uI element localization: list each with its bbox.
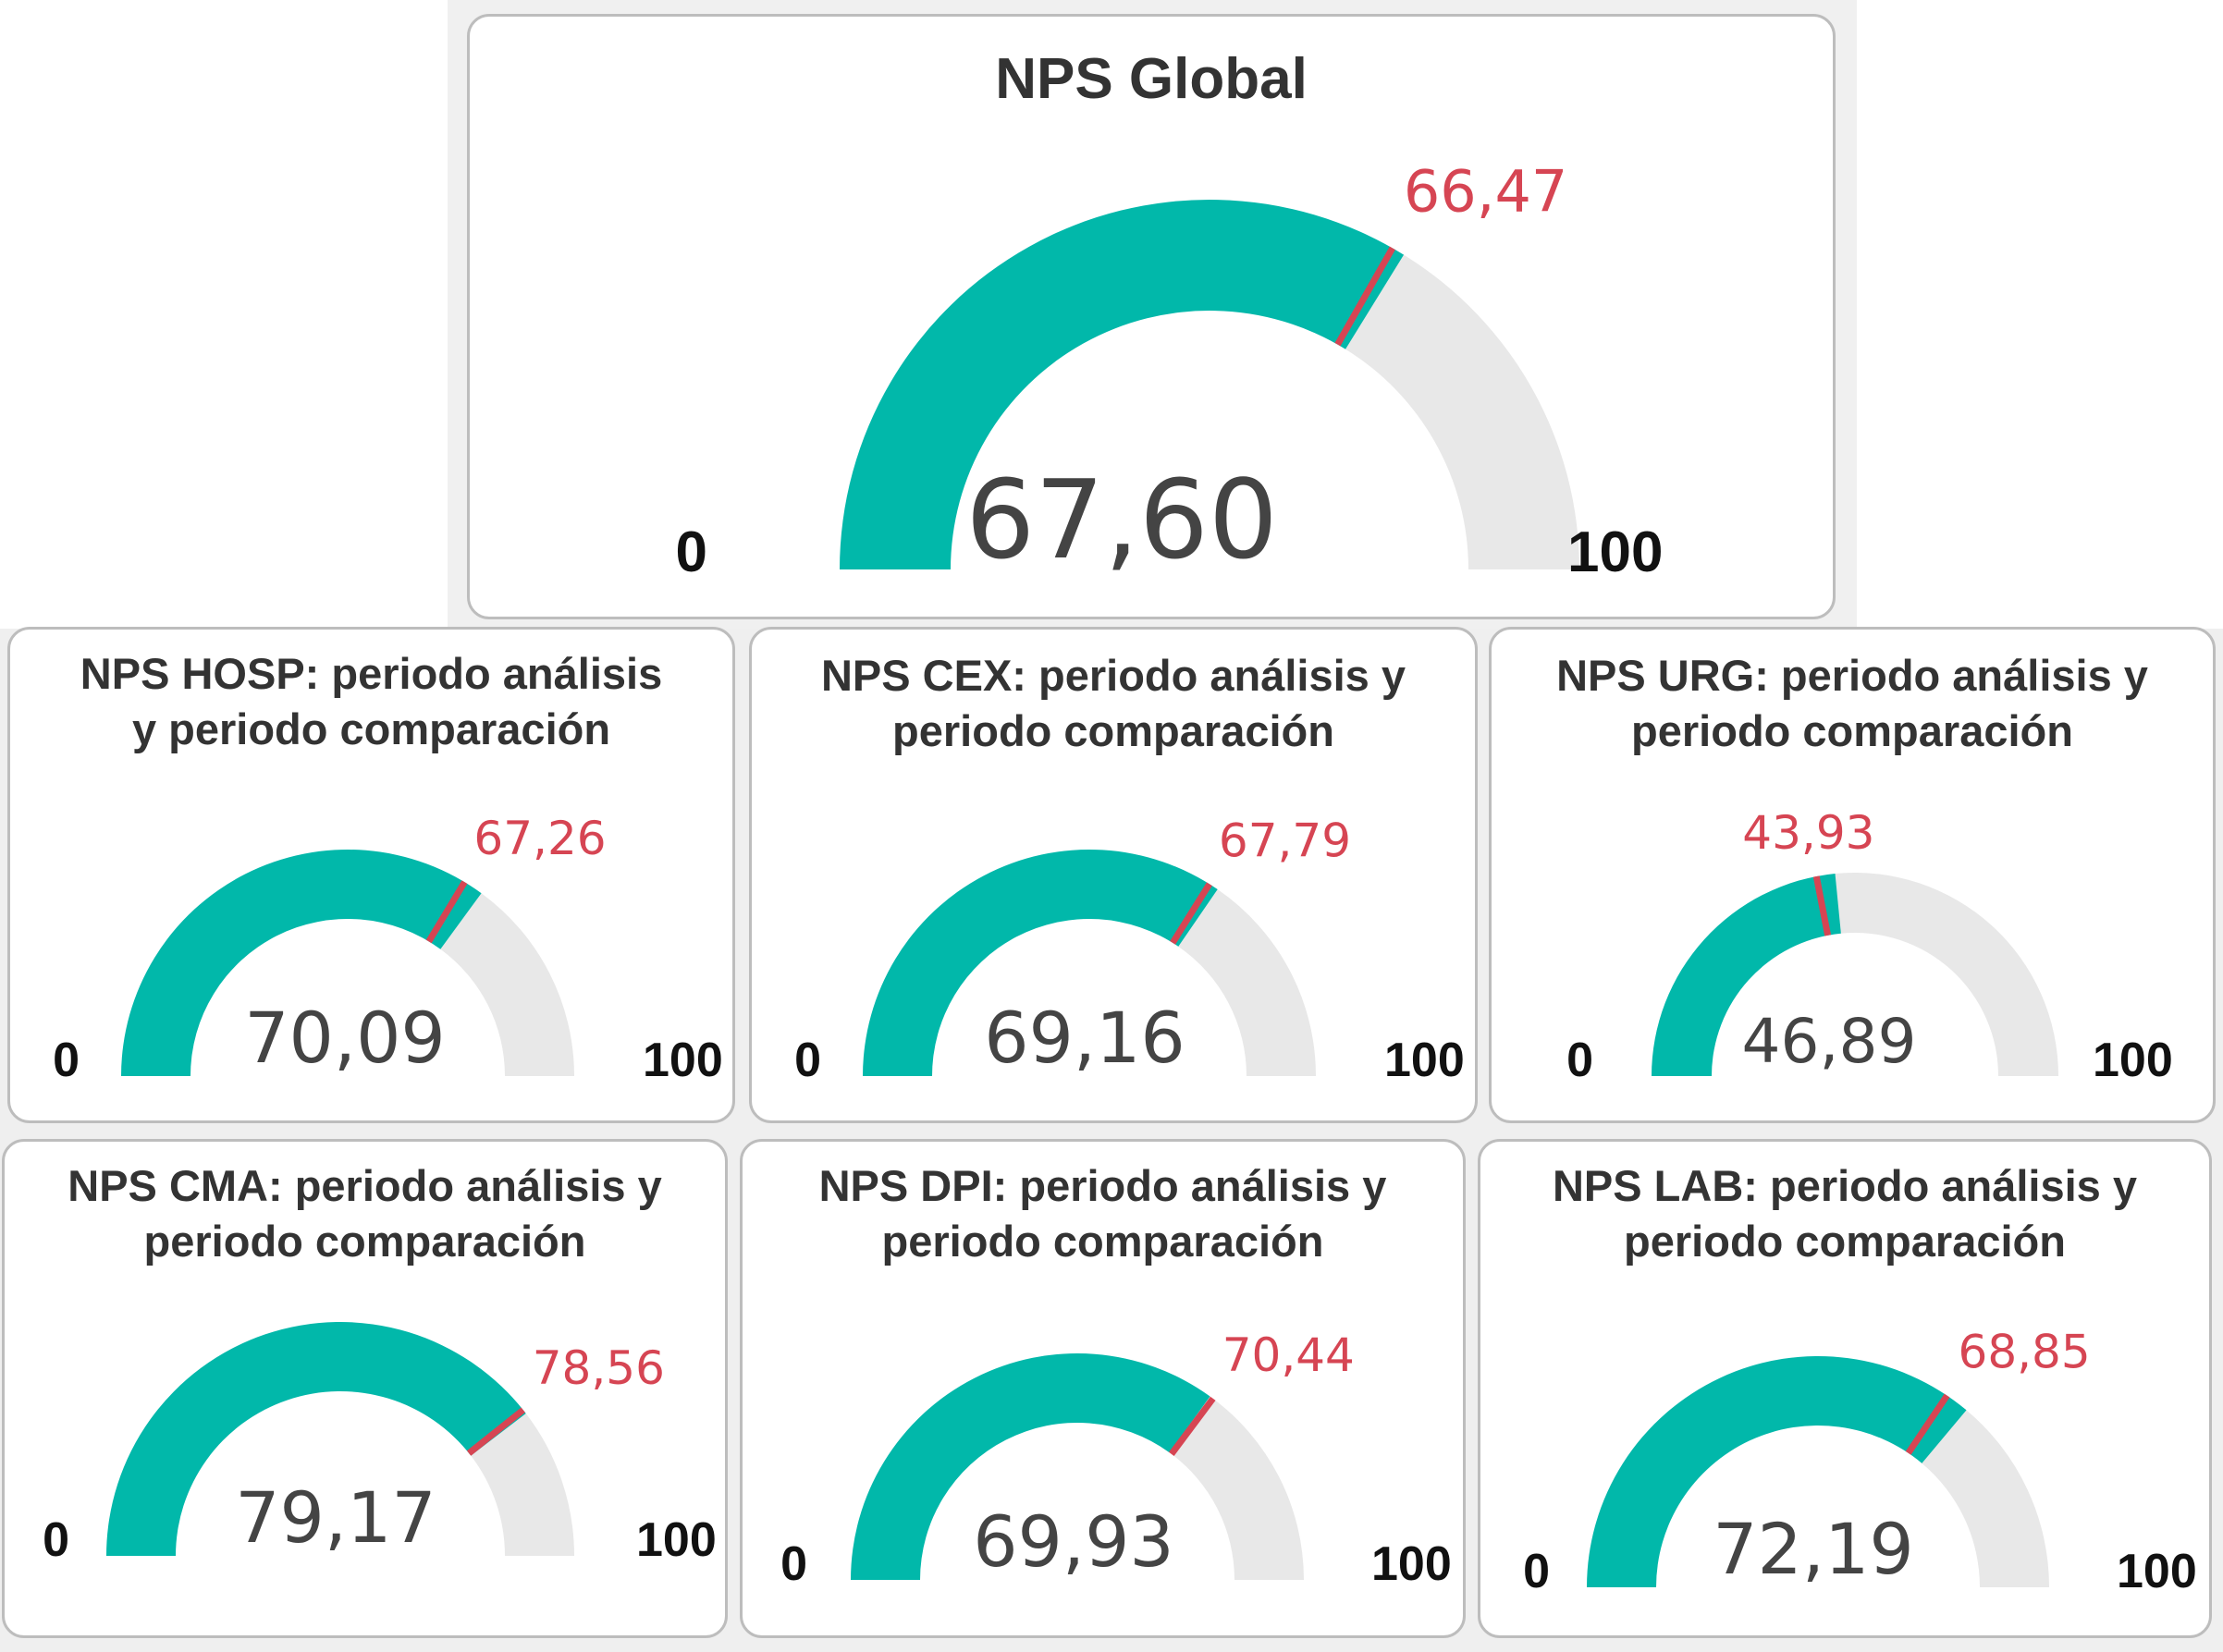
gauge-value-arc xyxy=(121,850,482,1076)
gauge-value-arc xyxy=(1587,1356,1967,1587)
gauge-max-label: 100 xyxy=(643,1034,723,1087)
gauge-title: NPS HOSP: periodo análisis y periodo com… xyxy=(80,649,663,754)
gauge-value-label: 70,09 xyxy=(244,997,446,1079)
gauge-max-label: 100 xyxy=(2117,1545,2197,1598)
gauge-min-label: 0 xyxy=(794,1034,821,1087)
gauge-card-global: NPS Global 66,47 67,60 0 100 xyxy=(467,14,1836,619)
gauge-target-label: 67,79 xyxy=(1219,814,1351,867)
gauge-card-urg: NPS URG: periodo análisis y periodo comp… xyxy=(1489,627,2216,1123)
gauge-card-cex: NPS CEX: periodo análisis y periodo comp… xyxy=(749,627,1478,1123)
gauge-value-arc xyxy=(840,199,1405,569)
gauge-remaining-arc xyxy=(1835,873,2058,1076)
gauge-max-label: 100 xyxy=(1371,1537,1452,1591)
gauge-min-label: 0 xyxy=(43,1513,69,1567)
gauge-value-label: 79,17 xyxy=(235,1476,436,1559)
gauge-max-label: 100 xyxy=(1567,520,1663,584)
gauge-value-label: 72,19 xyxy=(1713,1508,1914,1590)
gauge-value-label: 67,60 xyxy=(965,456,1278,583)
gauge-remaining-arc xyxy=(1169,1396,1304,1580)
gauge-min-label: 0 xyxy=(1566,1034,1593,1087)
gauge-value-label: 46,89 xyxy=(1742,1006,1917,1077)
gauge-max-label: 100 xyxy=(636,1513,717,1567)
gauge-target-label: 68,85 xyxy=(1959,1326,2091,1379)
gauge-title: NPS URG: periodo análisis y periodo comp… xyxy=(1556,651,2148,756)
gauge-target-marker xyxy=(425,880,468,944)
gauge-target-label: 43,93 xyxy=(1742,806,1874,860)
gauge-svg: 78,56 79,17 0 100 xyxy=(43,1322,717,1567)
gauge-target-marker xyxy=(1170,882,1212,945)
gauge-title: NPS CEX: periodo análisis y periodo comp… xyxy=(820,651,1406,756)
gauge-card-lab: NPS LAB: periodo análisis y periodo comp… xyxy=(1478,1139,2212,1638)
gauge-remaining-arc xyxy=(1345,254,1579,569)
gauge-title: NPS DPI: periodo análisis y periodo comp… xyxy=(818,1161,1387,1267)
gauge-target-label: 66,47 xyxy=(1404,157,1568,225)
gauge-value-label: 69,16 xyxy=(984,997,1185,1079)
gauge-value-arc xyxy=(106,1322,526,1556)
gauge-target-marker xyxy=(466,1407,525,1456)
gauge-svg: 68,85 72,19 0 100 xyxy=(1523,1326,2197,1598)
gauge-target-marker xyxy=(1905,1393,1950,1455)
gauge-title: NPS Global xyxy=(995,47,1308,111)
gauge-target-marker xyxy=(1812,875,1832,936)
gauge-target-marker xyxy=(1169,1396,1216,1456)
gauge-svg: 66,47 67,60 0 100 xyxy=(676,157,1664,584)
gauge-value-arc xyxy=(1652,874,1841,1076)
gauge-remaining-arc xyxy=(1922,1410,2049,1587)
gauge-value-label: 69,93 xyxy=(973,1500,1174,1583)
gauge-remaining-arc xyxy=(1178,889,1316,1076)
gauge-remaining-arc xyxy=(471,1413,574,1556)
gauge-target-label: 67,26 xyxy=(473,812,606,865)
gauge-svg: 67,26 70,09 0 100 xyxy=(53,812,723,1087)
gauge-card-dpi: NPS DPI: periodo análisis y periodo comp… xyxy=(740,1139,1466,1638)
gauge-target-label: 78,56 xyxy=(533,1341,665,1395)
gauge-min-label: 0 xyxy=(53,1034,80,1087)
gauge-card-hosp: NPS HOSP: periodo análisis y periodo com… xyxy=(7,627,735,1123)
gauge-target-marker xyxy=(1334,246,1395,347)
gauge-value-arc xyxy=(863,850,1218,1076)
gauge-remaining-arc xyxy=(440,893,574,1076)
gauge-max-label: 100 xyxy=(1384,1034,1465,1087)
gauge-card-cma: NPS CMA: periodo análisis y periodo comp… xyxy=(2,1139,728,1638)
gauge-svg: 43,93 46,89 0 100 xyxy=(1566,806,2173,1087)
gauge-min-label: 0 xyxy=(780,1537,807,1591)
gauge-min-label: 0 xyxy=(1523,1545,1550,1598)
gauge-target-label: 70,44 xyxy=(1222,1328,1355,1382)
gauge-value-arc xyxy=(851,1353,1210,1580)
gauge-title: NPS LAB: periodo análisis y periodo comp… xyxy=(1552,1161,2138,1267)
gauge-max-label: 100 xyxy=(2093,1034,2173,1087)
gauge-title: NPS CMA: periodo análisis y periodo comp… xyxy=(68,1161,662,1267)
gauge-svg: 70,44 69,93 0 100 xyxy=(780,1328,1452,1591)
gauge-min-label: 0 xyxy=(676,520,707,584)
gauge-svg: 67,79 69,16 0 100 xyxy=(794,814,1465,1087)
